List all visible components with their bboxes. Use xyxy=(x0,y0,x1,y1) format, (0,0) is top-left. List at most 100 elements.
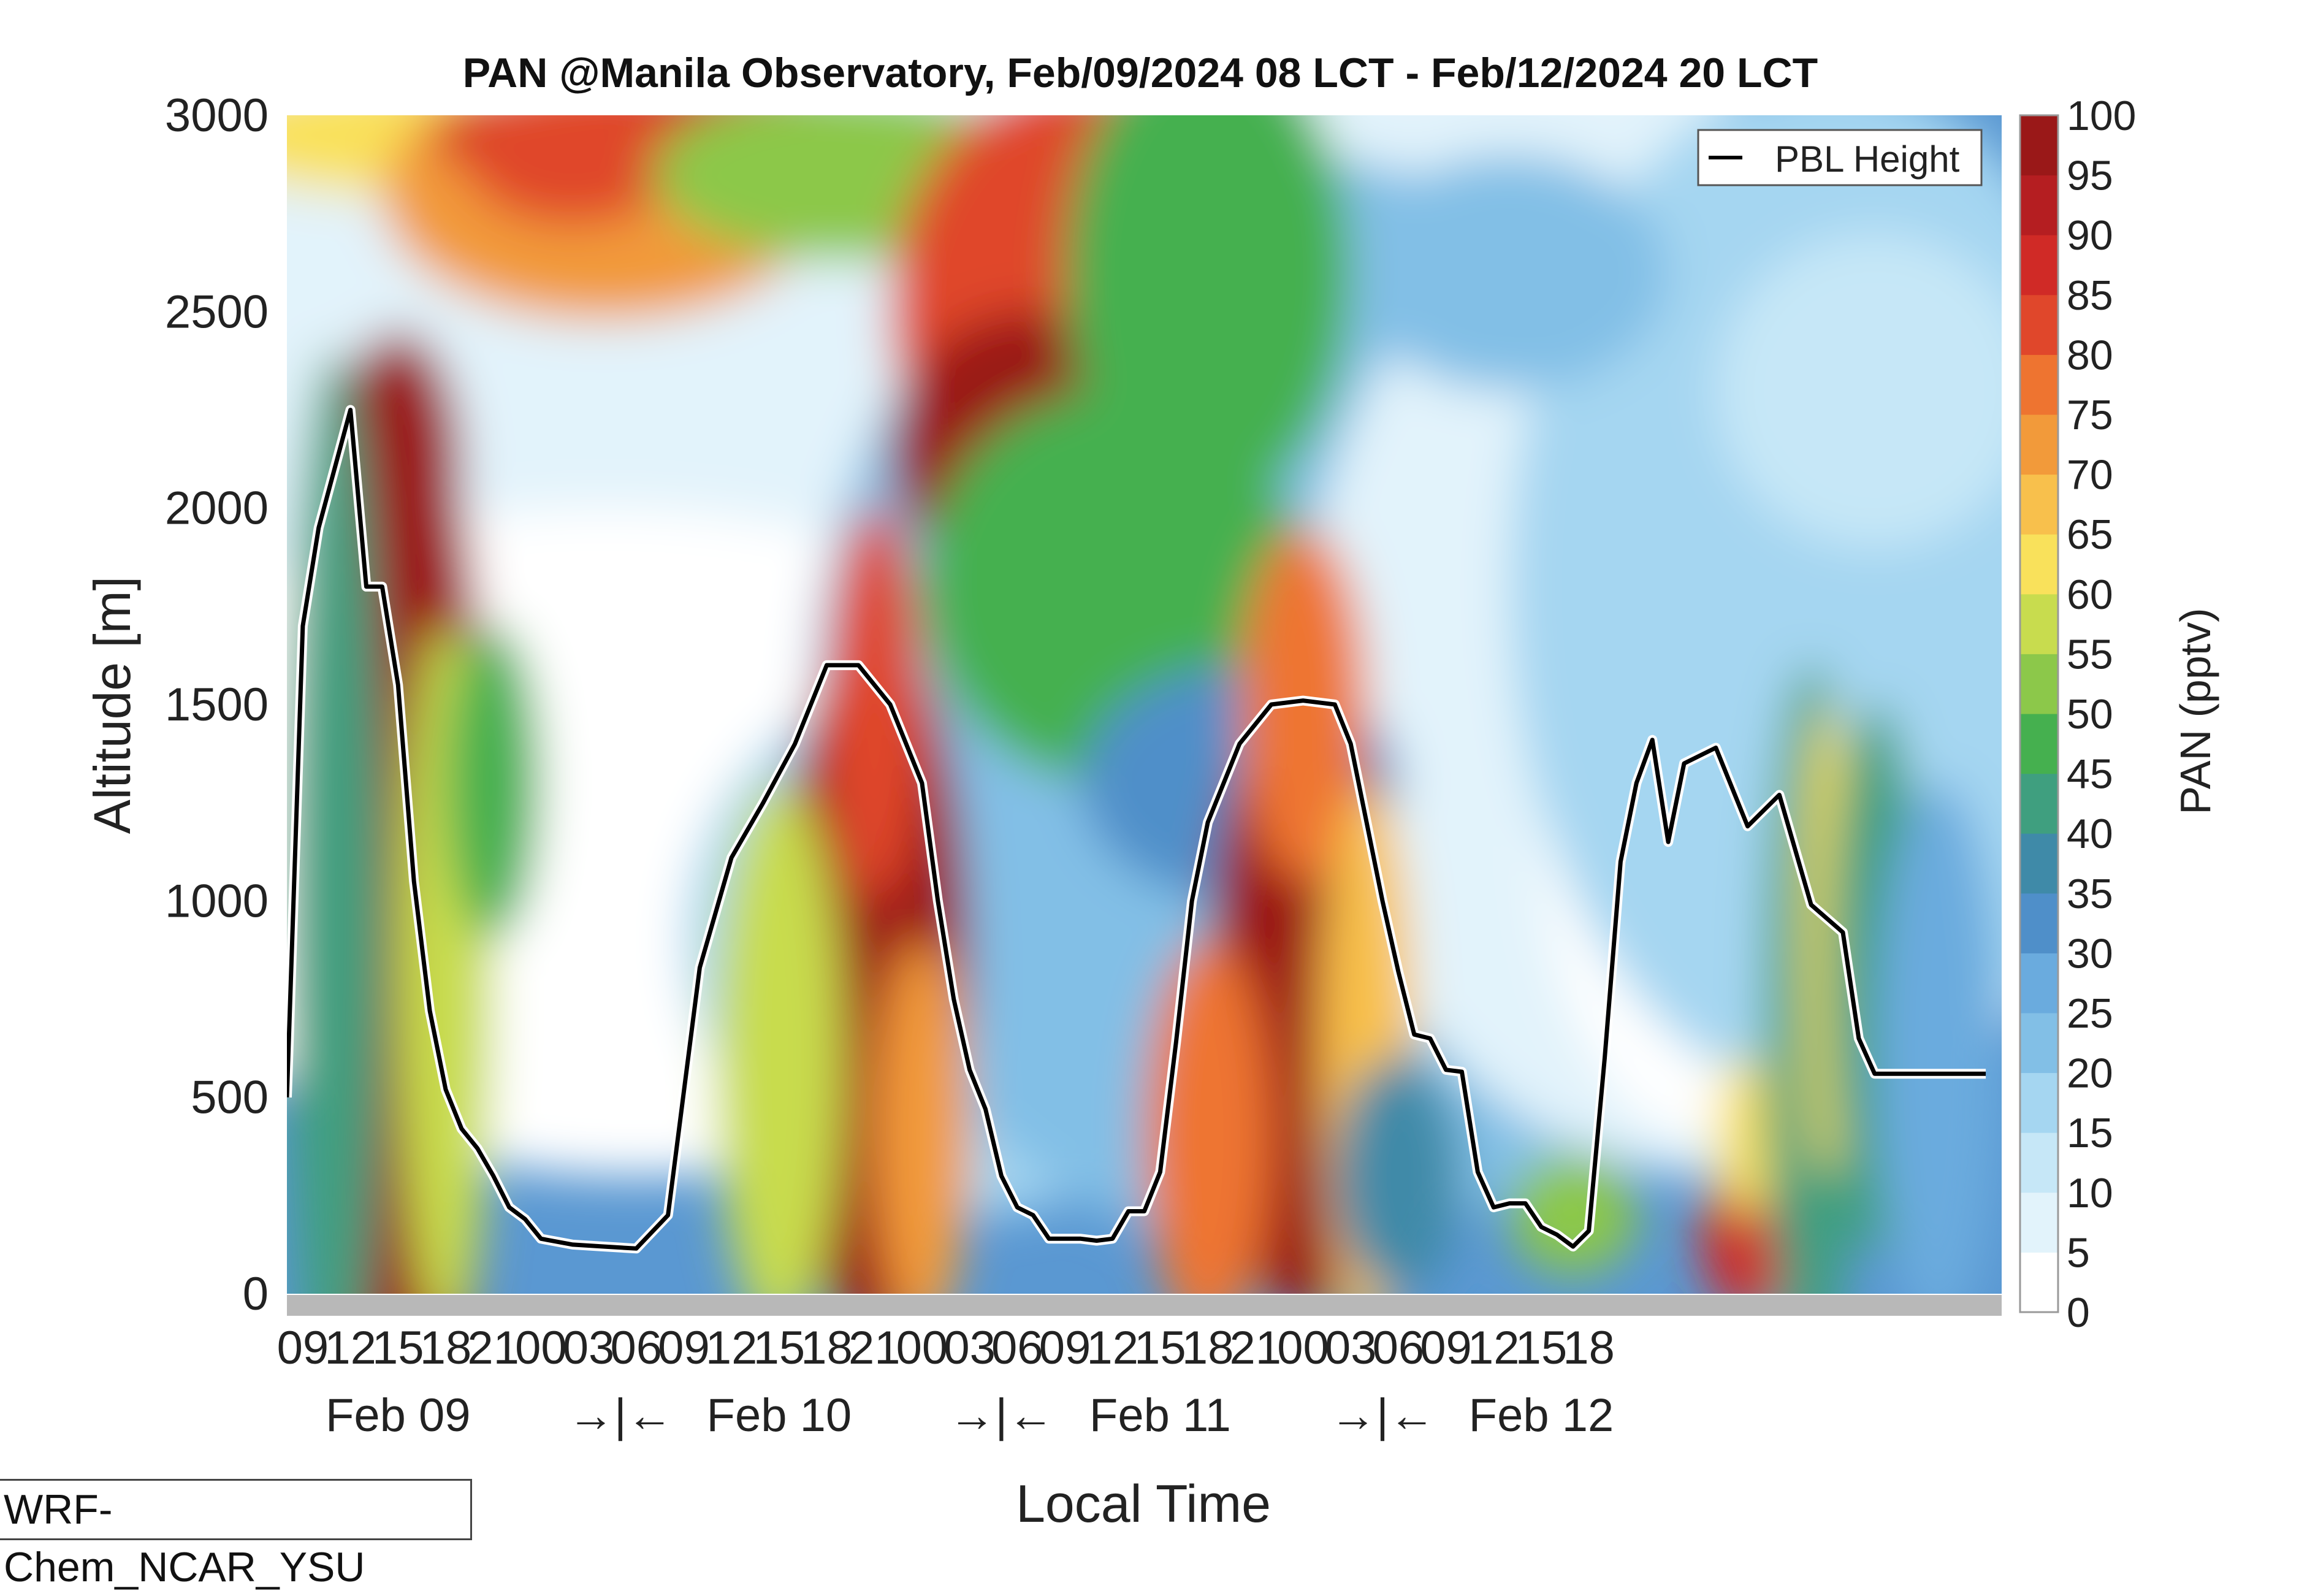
colorbar-tick-label: 35 xyxy=(2067,871,2113,917)
colorbar-tick-label: 50 xyxy=(2067,691,2113,738)
contour-blob xyxy=(461,115,684,226)
legend-entry-pbl-height: PBL Height xyxy=(1775,139,1960,180)
colorbar-tick-label: 100 xyxy=(2067,93,2136,139)
x-tick-label: 12 xyxy=(1086,1322,1138,1374)
colorbar-segment xyxy=(2020,714,2058,774)
colorbar-segment xyxy=(2020,654,2058,714)
x-tick-label: 12 xyxy=(706,1322,758,1374)
legend: PBL Height xyxy=(1697,129,1983,186)
colorbar-tick-label: 45 xyxy=(2067,751,2113,798)
colorbar-segment xyxy=(2020,594,2058,654)
chart-title: PAN @Manila Observatory, Feb/09/2024 08 … xyxy=(463,50,1818,96)
x-tick-label: 00 xyxy=(515,1322,567,1374)
x-tick-label: 00 xyxy=(1277,1322,1329,1374)
colorbar-tick-label: 5 xyxy=(2067,1229,2090,1276)
x-tick-label: 12 xyxy=(324,1322,376,1374)
y-tick-label: 3000 xyxy=(165,90,269,142)
contour-blob xyxy=(1874,783,2002,1294)
y-axis-ticks: 0 500 1000 1500 2000 2500 3000 xyxy=(165,90,269,1320)
x-tick-label: 18 xyxy=(801,1322,853,1374)
colorbar-segment xyxy=(2020,175,2058,235)
x-axis-label: Local Time xyxy=(1016,1475,1271,1533)
y-tick-label: 2500 xyxy=(165,286,269,338)
colorbar-tick-label: 40 xyxy=(2067,811,2113,857)
colorbar-tick-label: 70 xyxy=(2067,452,2113,498)
colorbar-tick-label: 80 xyxy=(2067,332,2113,378)
x-axis-date-labels: Feb 09 →|← Feb 10 →|← Feb 11 →|← Feb 12 xyxy=(326,1389,1614,1441)
x-tick-label: 18 xyxy=(1182,1322,1234,1374)
colorbar-tick-label: 25 xyxy=(2067,990,2113,1037)
colorbar-segment xyxy=(2020,1013,2058,1074)
x-tick-label: 09 xyxy=(1420,1322,1472,1374)
x-tick-label: 21 xyxy=(1230,1322,1282,1374)
colorbar-tick-label: 90 xyxy=(2067,212,2113,259)
pbl-height-series-line xyxy=(287,408,1986,1251)
colorbar-tick-label: 20 xyxy=(2067,1050,2113,1097)
x-tick-label: 15 xyxy=(753,1322,806,1374)
plot-area xyxy=(287,115,2002,1294)
x-tick-label: 09 xyxy=(277,1322,329,1374)
colorbar-tick-label: 0 xyxy=(2067,1289,2090,1336)
colorbar-segment xyxy=(2020,354,2058,415)
colorbar-segment xyxy=(2020,953,2058,1014)
x-tick-label: 15 xyxy=(1134,1322,1186,1374)
colorbar-tick-label: 60 xyxy=(2067,571,2113,618)
contour-blob xyxy=(1335,1058,1462,1294)
x-tick-label: 09 xyxy=(1039,1322,1091,1374)
colorbar-segment xyxy=(2020,294,2058,355)
x-tick-label: 00 xyxy=(896,1322,948,1374)
x-tick-label: 06 xyxy=(991,1322,1043,1374)
colorbar-segment xyxy=(2020,1192,2058,1253)
colorbar-segment xyxy=(2020,235,2058,296)
colorbar-tick-label: 75 xyxy=(2067,392,2113,438)
contour-blob xyxy=(445,625,541,941)
colorbar-segment xyxy=(2020,893,2058,953)
colorbar-segment xyxy=(2020,773,2058,834)
pbl-height-line xyxy=(287,405,1986,1254)
colorbar-tick-label: 15 xyxy=(2067,1110,2113,1156)
x-tick-label: 21 xyxy=(848,1322,901,1374)
colorbar-segment xyxy=(2020,115,2058,176)
x-tick-label: 03 xyxy=(563,1322,615,1374)
colorbar-tick-label: 30 xyxy=(2067,930,2113,977)
x-date-label: Feb 12 xyxy=(1469,1389,1614,1441)
x-date-label: Feb 09 xyxy=(326,1389,471,1441)
x-tick-label: 15 xyxy=(372,1322,424,1374)
colorbar-segment xyxy=(2020,474,2058,535)
colorbar-segment xyxy=(2020,414,2058,475)
colorbar-frame xyxy=(2019,114,2059,1313)
x-date-label: →|← xyxy=(949,1389,1054,1441)
x-tick-label: 06 xyxy=(610,1322,662,1374)
y-tick-label: 1500 xyxy=(165,679,269,731)
x-tick-label: 03 xyxy=(944,1322,996,1374)
x-date-label: →|← xyxy=(1330,1389,1435,1441)
x-tick-label: 18 xyxy=(1563,1322,1615,1374)
legend-box xyxy=(1697,129,1983,186)
colorbar-label: PAN (pptv) xyxy=(2171,608,2219,814)
x-tick-label: 12 xyxy=(1468,1322,1520,1374)
contour-blob xyxy=(1715,1058,1780,1215)
colorbar: 0 5 10 15 20 25 30 35 40 45 50 55 60 65 70 75 80 85 90 95 10… xyxy=(2019,93,2136,1336)
contour-blob xyxy=(715,783,843,1294)
x-tick-label: 18 xyxy=(420,1322,472,1374)
colorbar-tick-label: 65 xyxy=(2067,511,2113,558)
y-tick-label: 500 xyxy=(191,1072,269,1124)
y-tick-label: 0 xyxy=(243,1268,269,1320)
colorbar-tick-label: 95 xyxy=(2067,153,2113,199)
y-tick-label: 1000 xyxy=(165,875,269,927)
colorbar-tick-label: 85 xyxy=(2067,272,2113,319)
y-tick-label: 2000 xyxy=(165,483,269,535)
colorbar-segment xyxy=(2020,1072,2058,1133)
x-axis-hour-ticks: 0912151821000306091215182100030609121518… xyxy=(277,1322,1615,1374)
ground-bar xyxy=(287,1295,2002,1316)
contour-blob xyxy=(1715,233,2002,548)
x-date-label: Feb 11 xyxy=(1089,1389,1231,1441)
colorbar-tick-label: 55 xyxy=(2067,631,2113,678)
x-date-label: →|← xyxy=(568,1389,673,1441)
model-source-label: WRF-Chem_NCAR_YSU xyxy=(0,1479,472,1590)
pan-contour-figure: PAN @Manila Observatory, Feb/09/2024 08 … xyxy=(83,50,2219,1533)
x-tick-label: 03 xyxy=(1325,1322,1377,1374)
colorbar-segment xyxy=(2020,1132,2058,1193)
contour-blob xyxy=(874,940,970,1294)
x-tick-label: 06 xyxy=(1373,1322,1425,1374)
